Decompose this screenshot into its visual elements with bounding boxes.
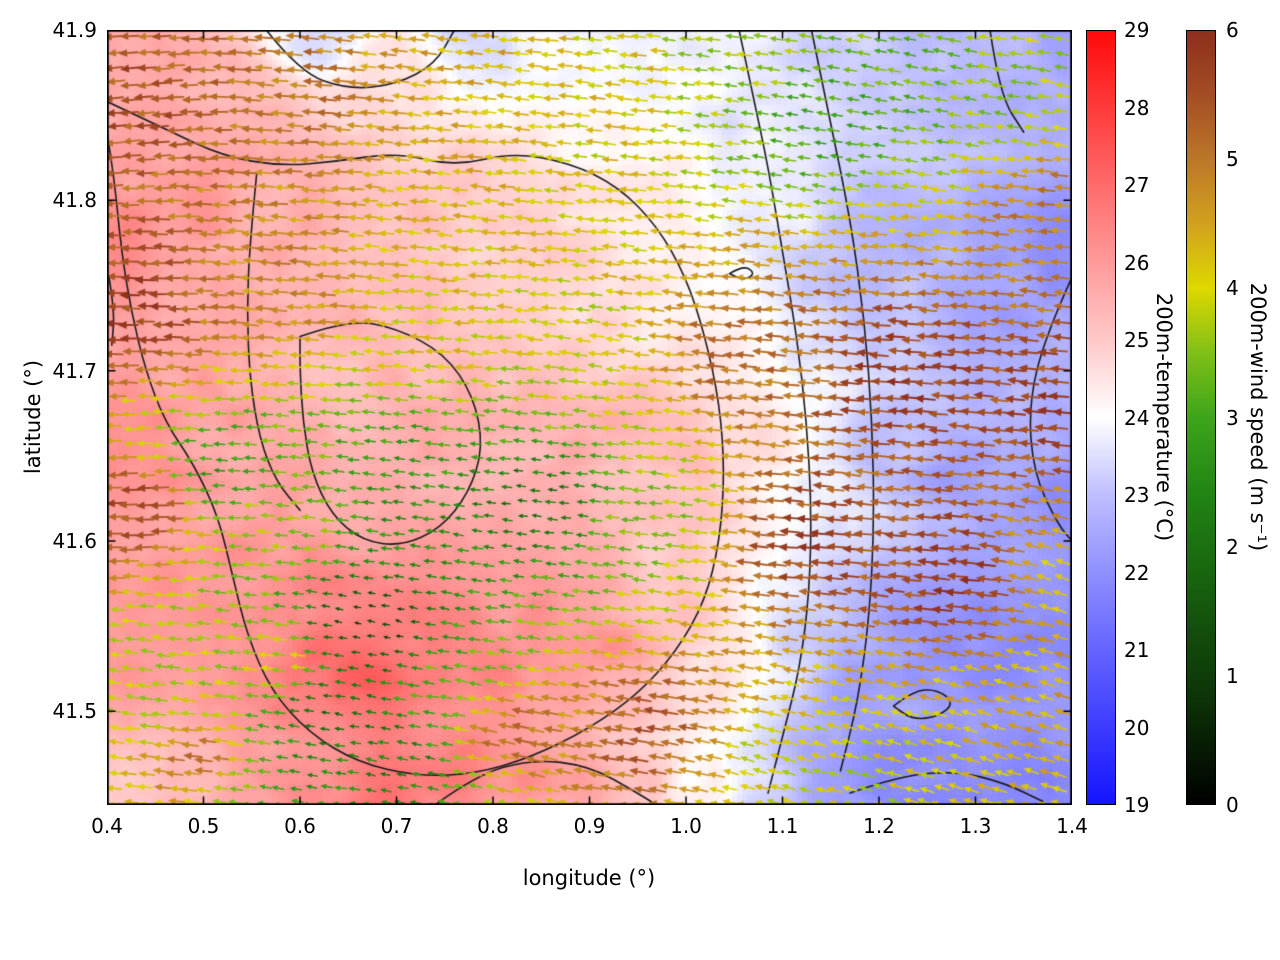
x-tick-label: 0.6 — [284, 814, 316, 838]
x-tick-label: 1.4 — [1056, 814, 1088, 838]
wind_speed-colorbar-tick-label: 2 — [1226, 534, 1239, 559]
x-tick-label: 0.7 — [380, 814, 413, 838]
wind-speed-colorbar — [1186, 30, 1216, 805]
x-tick-label: 0.9 — [573, 814, 606, 838]
temperature-colorbar-tick-label: 26 — [1124, 250, 1150, 275]
wind_speed-colorbar-tick-label: 1 — [1226, 663, 1239, 688]
temperature-colorbar-tick-label: 27 — [1124, 173, 1150, 197]
x-tick-label: 1.3 — [959, 814, 992, 838]
wind_speed-colorbar-tick-label: 3 — [1226, 405, 1239, 430]
x-tick-label: 0.8 — [477, 814, 509, 838]
temperature-colorbar-gradient — [1087, 31, 1115, 804]
y-tick-label: 41.7 — [52, 358, 97, 383]
wind-speed-colorbar-gradient — [1187, 31, 1215, 804]
map-canvas — [107, 30, 1072, 805]
x-tick-label: 1.1 — [766, 814, 799, 838]
temperature-colorbar-tick-label: 25 — [1124, 328, 1150, 352]
x-tick-label: 0.4 — [91, 814, 123, 838]
x-tick-label: 1.0 — [670, 814, 702, 838]
wind_speed-colorbar-tick-label: 5 — [1226, 147, 1239, 172]
temperature-colorbar — [1086, 30, 1116, 805]
temperature-colorbar-tick-label: 28 — [1124, 95, 1150, 120]
temperature-colorbar-tick-label: 29 — [1124, 18, 1150, 42]
y-tick-label: 41.9 — [52, 18, 97, 42]
temperature-colorbar-tick-label: 24 — [1124, 405, 1150, 430]
wind_speed-colorbar-tick-label: 0 — [1226, 793, 1239, 817]
x-tick-label: 1.2 — [863, 814, 895, 838]
y-tick-label: 41.5 — [52, 699, 97, 724]
wind_speed-colorbar-tick-label: 6 — [1226, 18, 1239, 42]
x-tick-label: 0.5 — [187, 814, 220, 838]
temperature-colorbar-tick-label: 23 — [1124, 483, 1150, 507]
temperature-colorbar-tick-label: 20 — [1124, 715, 1150, 740]
temperature-colorbar-tick-label: 21 — [1124, 638, 1150, 662]
wind_speed-colorbar-tick-label: 4 — [1226, 276, 1239, 301]
y-tick-label: 41.6 — [52, 528, 97, 553]
temperature-colorbar-tick-label: 22 — [1124, 560, 1150, 585]
x-axis-title: longitude (°) — [522, 866, 656, 890]
temperature-colorbar-tick-label: 19 — [1124, 793, 1150, 817]
y-tick-label: 41.8 — [52, 188, 97, 213]
